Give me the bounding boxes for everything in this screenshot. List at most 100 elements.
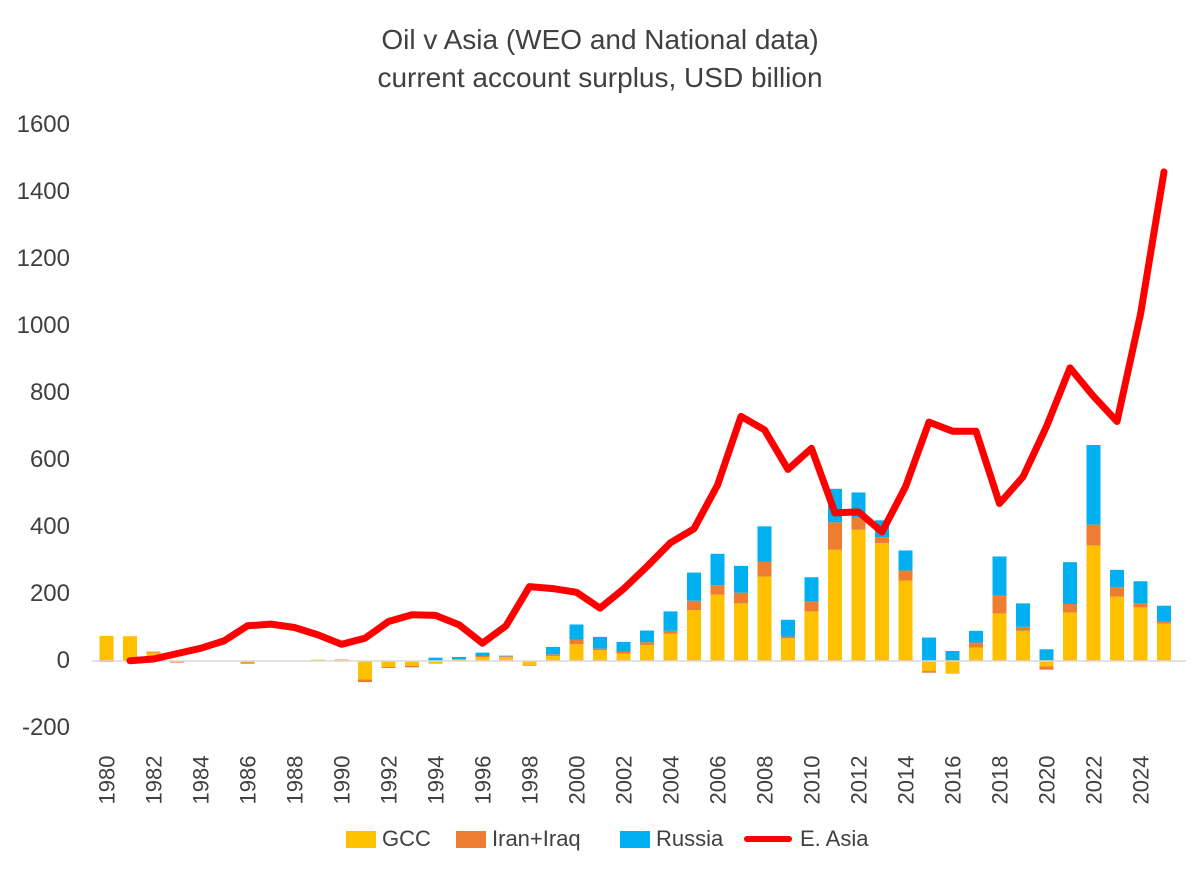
bar-iran-iraq-1998 <box>522 665 537 666</box>
bar-russia-2014 <box>898 550 913 571</box>
bar-gcc-1996 <box>475 656 490 661</box>
bar-gcc-2008 <box>757 576 772 661</box>
bar-iran-iraq-1996 <box>475 655 490 657</box>
x-tick-1982: 1982 <box>142 756 167 805</box>
chart-subtitle: current account surplus, USD billion <box>377 62 823 93</box>
y-tick-400: 400 <box>29 513 70 540</box>
line-e-asia <box>126 168 1168 665</box>
legend-label-gcc: GCC <box>382 826 431 851</box>
x-tick-1990: 1990 <box>330 756 355 805</box>
bar-gcc-2023 <box>1110 596 1124 661</box>
bar-iran-iraq-2015 <box>922 671 936 673</box>
bars-layer <box>99 444 1171 683</box>
x-tick-1984: 1984 <box>189 756 214 805</box>
x-tick-1992: 1992 <box>377 756 402 805</box>
legend-label-iran-iraq: Iran+Iraq <box>492 826 581 851</box>
bar-iran-iraq-2002 <box>616 651 631 654</box>
x-tick-1998: 1998 <box>518 756 543 805</box>
x-tick-labels: 1980 1982 1984 1986 1988 1990 1992 1994 1996 1998… <box>95 756 1154 805</box>
bar-iran-iraq-1982 <box>146 651 161 653</box>
bar-russia-1994 <box>428 657 443 661</box>
bar-gcc-1980 <box>99 635 114 661</box>
bar-russia-2003 <box>640 630 654 643</box>
bar-gcc-2019 <box>1016 630 1030 661</box>
bar-gcc-2007 <box>734 603 748 661</box>
x-tick-2008: 2008 <box>753 756 778 805</box>
bar-gcc-2002 <box>616 653 631 661</box>
bar-iran-iraq-1993 <box>405 665 419 668</box>
bar-russia-2018 <box>992 556 1007 596</box>
bar-russia-2020 <box>1039 649 1054 661</box>
bar-iran-iraq-2009 <box>781 636 795 639</box>
bar-iran-iraq-2023 <box>1110 587 1124 597</box>
bar-russia-2017 <box>969 630 983 643</box>
bar-iran-iraq-2012 <box>851 516 866 530</box>
bar-gcc-2017 <box>969 647 983 661</box>
bar-gcc-1994 <box>428 661 443 664</box>
chart-title: Oil v Asia (WEO and National data) <box>381 24 819 55</box>
y-tick-600: 600 <box>29 446 70 473</box>
bar-gcc-2025 <box>1157 623 1171 661</box>
bar-iran-iraq-1992 <box>381 667 396 669</box>
bar-gcc-2014 <box>898 580 913 661</box>
bar-russia-2009 <box>781 619 795 637</box>
bar-iran-iraq-2022 <box>1086 524 1101 546</box>
bar-russia-2000 <box>569 624 584 640</box>
bar-russia-2002 <box>616 641 631 652</box>
bar-iran-iraq-2014 <box>898 570 913 581</box>
bar-iran-iraq-2019 <box>1016 626 1030 631</box>
bar-gcc-2012 <box>851 529 866 661</box>
bar-gcc-1990 <box>334 659 349 661</box>
bar-gcc-2000 <box>569 644 584 661</box>
x-tick-2016: 2016 <box>941 756 966 805</box>
bar-iran-iraq-1986 <box>240 662 255 664</box>
bar-gcc-2011 <box>828 549 842 661</box>
bar-iran-iraq-1991 <box>358 679 372 683</box>
x-tick-2018: 2018 <box>988 756 1013 805</box>
bar-gcc-2024 <box>1133 607 1148 661</box>
bar-gcc-2015 <box>922 661 936 672</box>
bar-gcc-1997 <box>499 656 513 661</box>
bar-russia-1997 <box>499 655 513 657</box>
bar-gcc-2010 <box>804 611 819 661</box>
x-tick-1986: 1986 <box>236 756 261 805</box>
y-tick-200: 200 <box>29 580 70 607</box>
legend-label-east-asia: E. Asia <box>800 826 869 851</box>
legend-swatch-gcc <box>346 830 376 848</box>
bar-gcc-2003 <box>640 644 654 661</box>
bar-iran-iraq-1999 <box>546 654 560 656</box>
legend-label-russia: Russia <box>656 826 724 851</box>
bar-iran-iraq-2008 <box>757 561 772 577</box>
x-tick-1996: 1996 <box>471 756 496 805</box>
legend: GCC Iran+Iraq Russia E. Asia <box>0 824 1200 854</box>
y-tick-1600: 1600 <box>16 111 70 138</box>
bar-gcc-1981 <box>123 636 137 661</box>
bar-gcc-2001 <box>593 650 607 661</box>
bar-russia-2022 <box>1086 444 1101 525</box>
x-tick-2006: 2006 <box>706 756 731 805</box>
x-tick-2022: 2022 <box>1082 756 1107 805</box>
bar-iran-iraq-2001 <box>593 648 607 651</box>
x-tick-1988: 1988 <box>283 756 308 805</box>
bar-russia-2019 <box>1016 603 1030 627</box>
bar-iran-iraq-2010 <box>804 601 819 612</box>
x-tick-2010: 2010 <box>800 756 825 805</box>
x-tick-2012: 2012 <box>847 756 872 805</box>
bar-russia-2016 <box>945 650 960 661</box>
bar-iran-iraq-2025 <box>1157 621 1171 624</box>
bar-gcc-1992 <box>381 661 396 668</box>
y-tick-0: 0 <box>56 647 70 674</box>
y-tick-1400: 1400 <box>16 178 70 205</box>
bar-gcc-1999 <box>546 655 560 661</box>
bar-iran-iraq-2013 <box>875 537 889 544</box>
x-tick-2004: 2004 <box>659 756 684 805</box>
bar-gcc-2004 <box>663 633 678 661</box>
legend-swatch-east-asia <box>744 836 792 842</box>
bar-iran-iraq-2021 <box>1063 604 1077 613</box>
bar-iran-iraq-2017 <box>969 642 983 648</box>
bar-iran-iraq-2007 <box>734 592 748 604</box>
y-tick-1200: 1200 <box>16 245 70 272</box>
legend-item-iran-iraq: Iran+Iraq <box>456 824 581 854</box>
